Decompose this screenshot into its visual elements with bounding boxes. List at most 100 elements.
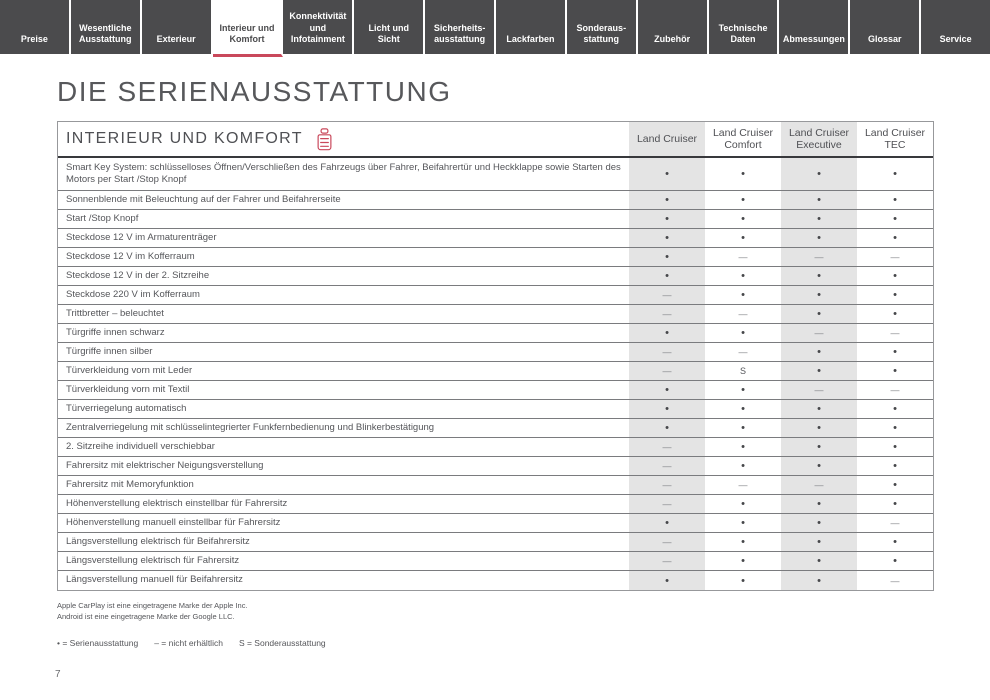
legend-not-available: – = nicht erhältlich [154, 638, 223, 648]
cell-standard: • [629, 571, 705, 590]
cell-not-available: — [629, 457, 705, 475]
tab-zubehör[interactable]: Zubehör [637, 0, 709, 54]
footnote-android: Android ist eine eingetragene Marke der … [57, 611, 235, 621]
cell-standard: • [893, 422, 897, 434]
cell-standard: • [741, 384, 745, 396]
cell-not-available: — [738, 347, 748, 357]
cell-not-available: — [629, 476, 705, 494]
cell-standard: • [893, 479, 897, 491]
cell-standard: • [893, 498, 897, 510]
cell-standard: • [781, 438, 857, 456]
tab-glossar[interactable]: Glossar [850, 0, 922, 54]
cell-standard: • [741, 441, 745, 453]
tab-wesentliche-ausstattung[interactable]: Wesentliche Ausstattung [70, 0, 142, 54]
cell-not-available: — [629, 533, 705, 551]
tab-label: Konnektivität und Infotainment [289, 10, 347, 45]
trim-column-label: Land Cruiser Comfort [712, 126, 774, 151]
cell-standard: • [893, 270, 897, 282]
trim-column-header: Land Cruiser Executive [781, 122, 857, 156]
tab-sicherheits-ausstattung[interactable]: Sicherheits­ausstattung [425, 0, 497, 54]
cell-standard: • [781, 362, 857, 380]
trim-column-label: Land Cruiser Executive [788, 126, 850, 151]
cell-not-available: — [781, 248, 857, 266]
table-row: Trittbretter – beleuchtet — — • • [58, 305, 933, 324]
cell-standard: • [781, 267, 857, 285]
cell-not-available: — [738, 480, 748, 490]
footnote-apple: Apple CarPlay ist eine eingetragene Mark… [57, 601, 248, 610]
feature-label: Längsverstellung manuell für Beifahrersi… [66, 574, 243, 586]
cell-standard: • [781, 229, 857, 247]
table-body: Smart Key System: schlüsselloses Öffnen/… [58, 158, 933, 590]
tab-label: Technische Daten [718, 22, 768, 45]
section-header: INTERIEUR UND KOMFORT [58, 122, 629, 156]
tab-label: Lackfarben [506, 34, 555, 45]
tab-label: Service [939, 34, 972, 45]
table-row: Türgriffe innen silber — — • • [58, 343, 933, 362]
tab-interieur-und-komfort[interactable]: Interieur und Komfort [212, 0, 284, 57]
cell-standard: • [781, 400, 857, 418]
tab-konnektivität-und-infotainment[interactable]: Konnektivität und Infotainment [283, 0, 355, 54]
tab-exterieur[interactable]: Exterieur [141, 0, 213, 54]
cell-standard: • [893, 308, 897, 320]
tab-lackfarben[interactable]: Lackfarben [496, 0, 567, 54]
trim-column-label: Land Cruiser TEC [864, 126, 926, 151]
cell-standard: • [741, 168, 745, 180]
feature-label: Höhenverstellung elektrisch einstellbar … [66, 497, 288, 509]
cell-not-available: — [629, 362, 705, 380]
tab-technische-daten[interactable]: Technische Daten [708, 0, 780, 54]
cell-standard: • [741, 213, 745, 225]
table-row: Türgriffe innen schwarz • • — — [58, 324, 933, 343]
cell-standard: • [629, 324, 705, 342]
cell-standard: • [629, 248, 705, 266]
trim-column-header: Land Cruiser TEC [857, 122, 933, 156]
tab-abmessungen[interactable]: Abmessungen [779, 0, 851, 54]
cell-standard: • [781, 552, 857, 570]
footnotes: Apple CarPlay ist eine eingetragene Mark… [57, 601, 990, 622]
legend-standard: • = Serienausstattung [57, 638, 139, 648]
cell-not-available: — [629, 495, 705, 513]
cell-not-available: — [890, 385, 900, 395]
feature-label: Türverriegelung automatisch [66, 402, 187, 414]
feature-label: 2. Sitzreihe individuell verschiebbar [66, 440, 215, 452]
tab-service[interactable]: Service [921, 0, 990, 54]
tab-preise[interactable]: Preise [0, 0, 71, 54]
cell-standard: • [781, 191, 857, 209]
feature-label: Zentralverriegelung mit schlüsselintegri… [66, 421, 435, 433]
cell-standard: • [893, 289, 897, 301]
table-row: Sonnenblende mit Beleuchtung auf der Fah… [58, 191, 933, 210]
feature-label: Start /Stop Knopf [66, 212, 139, 224]
feature-label: Längsverstellung elektrisch für Beifahre… [66, 535, 250, 547]
cell-not-available: — [890, 252, 900, 262]
trim-column-label: Land Cruiser [636, 132, 698, 145]
cell-not-available: — [738, 252, 748, 262]
table-row: Längsverstellung manuell für Beifahrersi… [58, 571, 933, 590]
table-row: Türverkleidung vorn mit Leder — S • • [58, 362, 933, 381]
cell-standard: • [741, 327, 745, 339]
cell-standard: • [629, 514, 705, 532]
feature-label: Fahrersitz mit Memoryfunktion [66, 478, 194, 490]
cell-standard: • [893, 403, 897, 415]
feature-label: Türverkleidung vorn mit Leder [66, 364, 193, 376]
feature-label: Fahrersitz mit elektrischer Neigungsvers… [66, 459, 264, 471]
tab-sonderaus-stattung[interactable]: Sonderaus­stattung [566, 0, 638, 54]
cell-standard: • [741, 422, 745, 434]
cell-standard: • [893, 194, 897, 206]
legend-option: S = Sonderausstattung [238, 638, 326, 648]
cell-standard: • [781, 457, 857, 475]
cell-standard: • [741, 403, 745, 415]
cell-not-available: — [629, 343, 705, 361]
tab-label: Abmessungen [782, 34, 845, 45]
cell-option: S [739, 366, 746, 376]
table-row: Türverriegelung automatisch • • • • [58, 400, 933, 419]
cell-standard: • [741, 517, 745, 529]
table-row: Fahrersitz mit elektrischer Neigungsvers… [58, 457, 933, 476]
cell-standard: • [893, 346, 897, 358]
table-row: 2. Sitzreihe individuell verschiebbar — •… [58, 438, 933, 457]
cell-standard: • [781, 514, 857, 532]
cell-not-available: — [629, 552, 705, 570]
page-title: DIE SERIENAUSSTATTUNG [57, 76, 452, 107]
table-row: Start /Stop Knopf • • • • [58, 210, 933, 229]
cell-standard: • [893, 460, 897, 472]
tab-licht-und-sicht[interactable]: Licht und Sicht [354, 0, 426, 54]
cell-standard: • [629, 158, 705, 190]
